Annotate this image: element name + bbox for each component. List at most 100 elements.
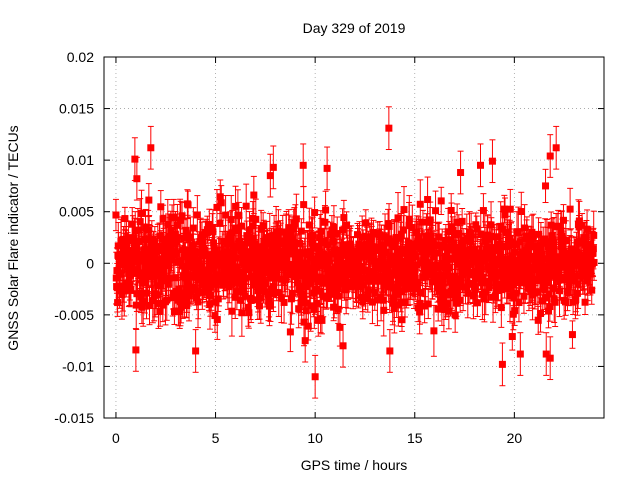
data-point [368,298,376,306]
data-point [138,303,146,311]
data-point [485,277,493,285]
data-point [232,202,240,210]
data-point [430,242,438,250]
data-point [235,212,243,220]
data-point [186,234,194,242]
data-point [515,299,523,307]
data-point [248,252,256,260]
data-point [338,249,346,257]
data-point [443,300,451,308]
data-point [400,206,408,214]
data-point [379,254,387,262]
data-point [506,205,514,213]
data-point [302,307,310,315]
data-point [421,302,429,310]
data-point [517,208,525,216]
data-point [393,290,401,298]
data-point [206,291,214,299]
data-point [238,309,246,317]
data-point [440,295,448,303]
data-point [280,250,288,258]
data-point [145,196,153,204]
data-point [237,296,245,304]
data-point [371,289,379,297]
data-point [417,289,425,297]
data-point [126,281,134,289]
data-point [185,246,193,254]
data-point [245,266,253,274]
data-point [252,215,260,223]
data-point [308,239,316,247]
data-point [137,270,145,278]
data-point [509,265,517,273]
data-point [491,292,499,300]
data-point [175,257,183,265]
data-point [209,254,217,262]
data-point [140,257,148,265]
data-point [232,254,240,262]
data-point [298,295,306,303]
data-point [329,237,337,245]
data-point [456,296,464,304]
data-point [386,253,394,261]
data-point [515,277,523,285]
data-point [452,249,460,257]
data-point [340,214,348,222]
data-point [490,273,498,281]
data-point [228,307,236,315]
data-point [199,281,207,289]
data-point [156,282,164,290]
data-point [450,239,458,247]
data-point [333,230,341,238]
data-point [295,305,303,313]
data-point [472,221,480,229]
data-point [334,305,342,313]
data-point [488,253,496,261]
data-point [445,307,453,315]
data-point [464,289,472,297]
data-point [522,259,530,267]
data-point [258,274,266,282]
data-point [231,293,239,301]
data-point [510,248,518,256]
data-point [322,206,330,214]
data-point [345,271,353,279]
data-point [396,234,404,242]
data-point [424,300,432,308]
data-point [321,237,329,245]
data-point [247,296,255,304]
data-point [492,233,500,241]
data-point [348,250,356,258]
data-point [127,286,135,294]
data-point [166,274,174,282]
data-point [217,199,225,207]
data-point [430,327,438,335]
data-point [445,264,453,272]
data-point [120,287,128,295]
data-point [231,244,239,252]
data-point [135,257,143,265]
data-point [487,232,495,240]
data-point [451,277,459,285]
data-point [451,311,459,319]
data-point [288,289,296,297]
data-point [241,292,249,300]
data-point [173,221,181,229]
data-point [210,239,218,247]
data-point [149,297,157,305]
data-point [154,299,162,307]
data-point [500,269,508,277]
data-point [195,248,203,256]
data-point [511,307,519,315]
data-point [310,305,318,313]
data-point [424,196,432,204]
data-point [158,262,166,270]
data-point [496,251,504,259]
data-point [266,301,274,309]
data-point [257,294,265,302]
data-point [315,273,323,281]
data-point [141,298,149,306]
data-point [458,217,466,225]
data-point [244,303,252,311]
data-point [469,292,477,300]
